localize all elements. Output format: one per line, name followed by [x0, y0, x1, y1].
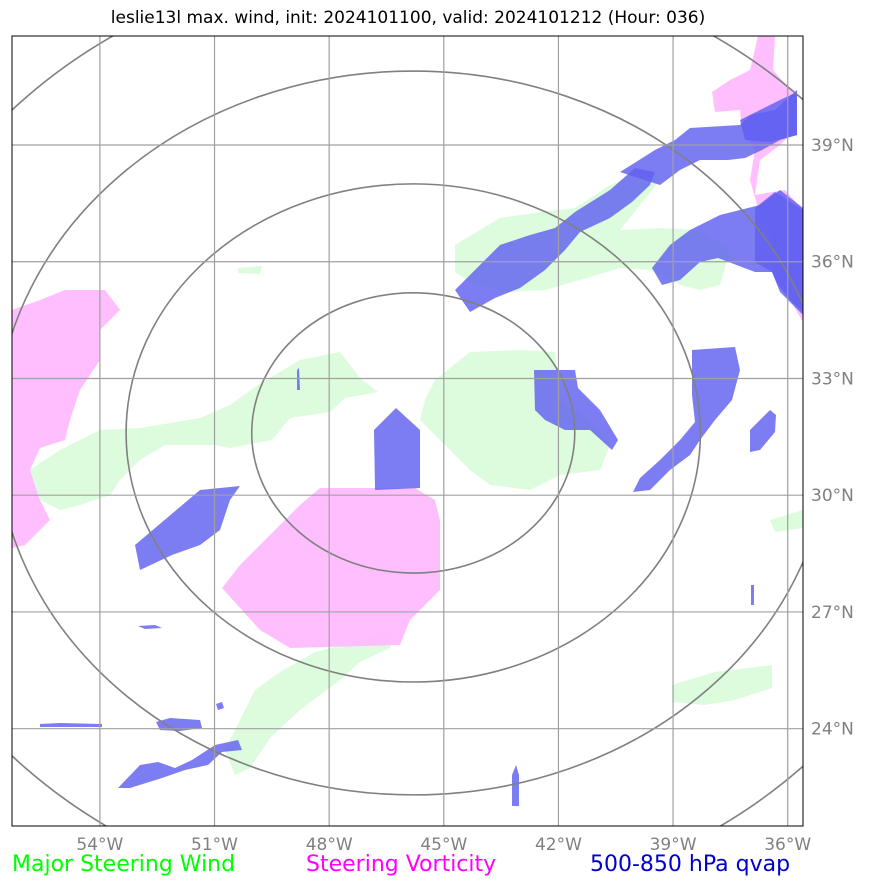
qvap-band-southwest	[118, 740, 242, 788]
lon-tick-label: 39°W	[650, 835, 697, 855]
wind-area-southeast	[672, 665, 772, 705]
qvap-area-northeast-core	[740, 92, 797, 142]
range-ring	[12, 70, 803, 796]
range-ring	[125, 183, 702, 683]
map-title: leslie13l max. wind, init: 2024101100, v…	[110, 8, 706, 28]
tick-labels: 54°W 51°W 48°W 45°W 42°W 39°W 36°W 39°N 36°N 33°N…	[76, 136, 853, 855]
range-ring	[250, 292, 576, 574]
legend-steering-vorticity: Steering Vorticity	[306, 852, 497, 877]
legend-qvap: 500-850 hPa qvap	[590, 852, 791, 877]
plot-frame	[11, 35, 804, 827]
gridlines	[12, 36, 803, 826]
wind-area-central	[30, 352, 378, 510]
lon-tick-label: 42°W	[535, 835, 582, 855]
steering-vorticity-layer	[12, 36, 803, 648]
qvap-area-south	[512, 765, 519, 806]
lat-tick-label: 39°N	[811, 136, 854, 156]
qvap-area-east-speck	[751, 585, 754, 605]
qvap-area-east-center	[534, 370, 618, 450]
lat-tick-label: 24°N	[811, 720, 854, 740]
lon-tick-label: 48°W	[306, 835, 353, 855]
qvap-band-north	[455, 168, 655, 312]
qvap-layer	[40, 90, 803, 806]
wind-area-southwest	[225, 628, 392, 775]
qvap-area-east-small	[750, 410, 776, 452]
qvap-band-east	[633, 347, 740, 492]
qvap-area-center	[374, 408, 420, 490]
wind-area-east	[420, 350, 610, 490]
lon-tick-label: 45°W	[420, 835, 467, 855]
qvap-area-west-small	[138, 625, 162, 629]
lat-tick-label: 36°N	[811, 253, 854, 273]
lon-tick-label: 54°W	[76, 835, 123, 855]
lat-tick-label: 30°N	[811, 486, 854, 506]
qvap-area-southwest-small	[156, 718, 202, 731]
lon-tick-label: 36°W	[764, 835, 811, 855]
wind-area-east-edge	[770, 510, 803, 532]
qvap-band-northeast	[620, 90, 797, 185]
lon-tick-label: 51°W	[191, 835, 238, 855]
qvap-area-south-speck	[216, 702, 224, 710]
legend-steering-wind: Major Steering Wind	[12, 852, 236, 877]
qvap-area-west	[135, 486, 240, 570]
vorticity-area-center	[222, 488, 440, 648]
qvap-area-east-core	[755, 192, 803, 312]
wind-area-small	[238, 266, 262, 274]
lat-tick-label: 27°N	[811, 603, 854, 623]
vorticity-area-west	[12, 290, 120, 548]
qvap-area-far-west	[40, 723, 102, 727]
lat-tick-label: 33°N	[811, 369, 854, 389]
